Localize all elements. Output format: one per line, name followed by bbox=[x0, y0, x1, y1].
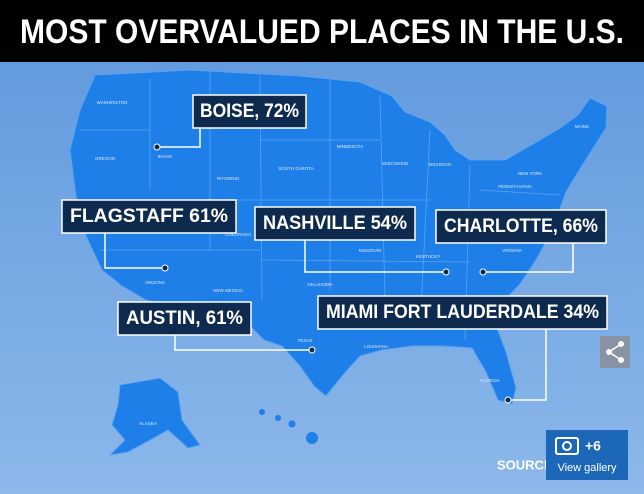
callout-label: CHARLOTTE, 66% bbox=[444, 216, 598, 237]
title: MOST OVERVALUED PLACES IN THE U.S. bbox=[20, 13, 624, 51]
share-button[interactable] bbox=[600, 336, 630, 368]
state-label: COLORADO bbox=[225, 232, 251, 237]
gallery-count: +6 bbox=[585, 438, 601, 454]
state-label: KENTUCKY bbox=[416, 254, 441, 259]
state-label: PENNSYLVANIA bbox=[498, 184, 532, 189]
callout: FLAGSTAFF 61% bbox=[61, 199, 237, 272]
state-label: MAINE bbox=[575, 124, 589, 129]
state-label: WISCONSIN bbox=[382, 161, 408, 166]
callout-label: BOISE, 72% bbox=[200, 101, 299, 122]
alaska bbox=[108, 377, 201, 456]
state-label: NEW YORK bbox=[518, 171, 542, 176]
state-label: SOUTH DAKOTA bbox=[278, 166, 313, 171]
callout-label: AUSTIN, 61% bbox=[126, 308, 243, 329]
hawaii bbox=[259, 409, 318, 444]
callout: AUSTIN, 61% bbox=[117, 301, 316, 354]
state-label: FLORIDA bbox=[480, 378, 500, 383]
state-label: IDAHO bbox=[158, 154, 173, 159]
state-label: MINNESOTA bbox=[337, 144, 363, 149]
state-label: NEW MEXICO bbox=[213, 288, 243, 293]
callout: MIAMI FORT LAUDERDALE 34% bbox=[317, 295, 608, 404]
callout-label: MIAMI FORT LAUDERDALE 34% bbox=[326, 302, 599, 323]
state-label: VIRGINIA bbox=[502, 248, 522, 253]
state-label: ALASKA bbox=[139, 421, 157, 426]
callout: CHARLOTTE, 66% bbox=[435, 209, 607, 276]
state-label: WASHINGTON bbox=[97, 100, 128, 105]
callout: NASHVILLE 54% bbox=[254, 206, 450, 276]
state-label: MISSOURI bbox=[359, 248, 381, 253]
title-bar bbox=[0, 0, 644, 62]
state-label: TEXAS bbox=[298, 338, 313, 343]
state-label: OKLAHOMA bbox=[307, 282, 333, 287]
state-label: OREGON bbox=[95, 156, 115, 161]
state-label: LOUISIANA bbox=[364, 344, 388, 349]
state-label: MICHIGAN bbox=[429, 162, 452, 167]
callout-label: FLAGSTAFF 61% bbox=[70, 206, 228, 227]
gallery-label: View gallery bbox=[557, 462, 617, 474]
state-label: ARIZONA bbox=[145, 280, 165, 285]
state-label: WYOMING bbox=[217, 176, 240, 181]
callout-label: NASHVILLE 54% bbox=[263, 213, 407, 234]
callout: BOISE, 72% bbox=[153, 94, 307, 151]
view-gallery-button[interactable]: +6 View gallery bbox=[546, 430, 628, 480]
source-label: SOURCE bbox=[497, 457, 553, 472]
